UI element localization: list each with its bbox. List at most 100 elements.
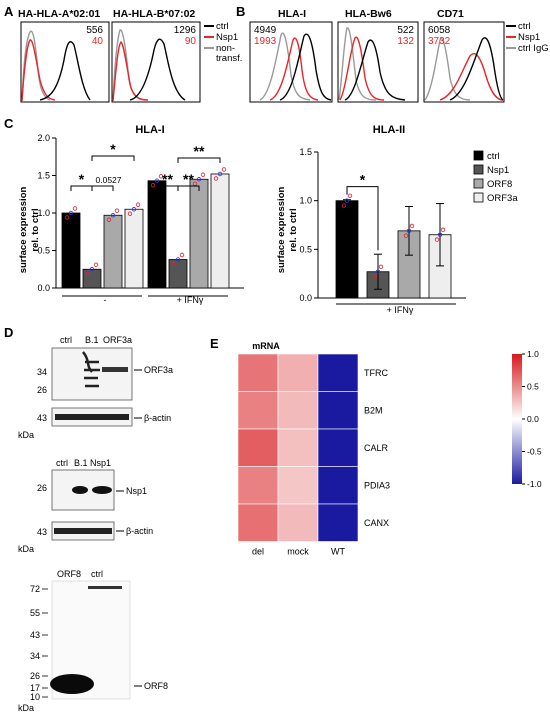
- panel-a-plot-frame-1: [20, 21, 110, 103]
- colorbar-tick-label: 1.0: [527, 349, 539, 359]
- bar: [82, 268, 102, 289]
- legend-swatch: [473, 164, 484, 175]
- legend-swatch: [473, 150, 484, 161]
- data-point: [171, 261, 177, 267]
- chart-hla-i-title: HLA-I: [135, 124, 164, 136]
- heatmap-title: mRNA: [252, 341, 280, 351]
- panel-b-title-3: CD71: [437, 8, 464, 20]
- legend-a-nontransf: non-: [216, 43, 235, 54]
- blot3-lane-ctrl: ctrl: [91, 569, 103, 579]
- hla-i-y-tick-label: 1.0: [37, 208, 50, 218]
- histogram-igg-curve: [424, 37, 471, 101]
- legend-a-nsp1: Nsp1: [216, 32, 238, 43]
- heatmap-cell: [277, 391, 319, 430]
- blot1-marker-26: 26: [37, 385, 47, 395]
- heatmap-cell: [317, 353, 359, 392]
- hla-ii-y-tick-label: 0.5: [299, 244, 312, 254]
- data-point: [179, 252, 185, 258]
- data-point: [217, 171, 223, 177]
- panel-c: HLA-I HLA-II surface expression rel. to …: [18, 124, 518, 315]
- legend-label: ORF8: [487, 179, 512, 190]
- data-point: [127, 211, 133, 216]
- bar: [103, 214, 123, 289]
- blot3-unit: kDa: [18, 703, 34, 713]
- data-point: [158, 174, 164, 179]
- colorbar-ticks: 1.0 0.5 0.0 -0.5 -1.0: [522, 349, 542, 489]
- blot1-marker-34: 34: [37, 367, 47, 377]
- data-point: [64, 215, 70, 220]
- panel-label-b: B: [236, 4, 246, 19]
- sig-bracket-nsp1-orf8: [91, 185, 114, 191]
- legend-b-nsp1: Nsp1: [518, 32, 540, 43]
- blot2-marker-43: 43: [37, 527, 47, 537]
- hla-i-y-tick-label: 1.5: [37, 171, 50, 181]
- data-point: [213, 176, 219, 181]
- data-point: [344, 198, 350, 203]
- panel-label-c: C: [4, 116, 14, 131]
- hla-ii-y-tick-label: 0.0: [299, 293, 312, 303]
- data-point: [72, 206, 78, 211]
- blot3-marker-17: 17: [30, 683, 40, 693]
- legend-label: ctrl: [487, 151, 500, 162]
- heatmap-col-label: del: [252, 547, 264, 557]
- mfi-nsp1-b3: 3732: [428, 36, 451, 47]
- blot2-lane-b1: B.1: [74, 458, 88, 468]
- mfi-nsp1-b1: 1993: [254, 36, 277, 47]
- panel-b: HLA-I HLA-Bw6 CD71 4949 1993 522 132 605…: [249, 8, 549, 103]
- chart-hla-ii: 0.0 0.5 1.0 1.5 * + IFNγ ctrl Nsp1 ORF8 ORF3a: [299, 147, 518, 315]
- mfi-ctrl-b1: 4949: [254, 25, 277, 36]
- blot3-marker-55: 55: [30, 608, 40, 618]
- heatmap-cell: [237, 466, 279, 505]
- blot3-label-orf8: ORF8: [144, 681, 168, 691]
- heatmap-cell: [277, 353, 319, 392]
- panel-a-plot-frame-2: [111, 21, 201, 103]
- data-point: [196, 177, 202, 182]
- data-point: [89, 267, 95, 272]
- panel-label-a: A: [4, 4, 14, 19]
- panel-a-title-1: HA-HLA-A*02:01: [18, 8, 100, 20]
- blot1-orf3a-band: [102, 367, 128, 372]
- hla-i-group-label-1: -: [104, 295, 107, 305]
- data-point: [85, 271, 91, 276]
- data-point: [375, 269, 381, 274]
- blot1-lane-orf3a: ORF3a: [103, 335, 132, 345]
- chart-hla-i-ylabel-1: surface expression: [18, 187, 29, 274]
- legend-b-ctrl: ctrl: [518, 21, 531, 32]
- blot1-marker-43: 43: [37, 413, 47, 423]
- heatmap-cell: [277, 466, 319, 505]
- data-point: [200, 172, 206, 177]
- panel-b-title-1: HLA-I: [278, 8, 306, 20]
- data-point: [437, 232, 443, 237]
- data-point: [93, 262, 99, 267]
- heatmap-cell: [317, 466, 359, 505]
- heatmap-row-label: PDIA3: [364, 480, 390, 490]
- histogram-nsp1-curve: [439, 52, 504, 101]
- blot1-lane-b1: B.1: [85, 335, 99, 345]
- sig-bracket-ctrl-orf3a-label: *: [110, 141, 116, 157]
- mfi-ctrl-b2: 522: [397, 25, 414, 36]
- bar: [335, 200, 359, 299]
- blot1-actin-band: [55, 414, 129, 420]
- bar: [61, 212, 81, 289]
- data-point: [440, 227, 446, 233]
- blot3-marker-26: 26: [30, 671, 40, 681]
- histogram-nsp1-curve: [269, 37, 319, 101]
- panel-b-title-2: HLA-Bw6: [345, 8, 392, 20]
- histogram-nontransf-curve: [112, 29, 146, 101]
- blot2-unit: kDa: [18, 544, 34, 554]
- histogram-nontransf-curve: [21, 30, 51, 101]
- sig-bracket-ifn-ctrl-nsp1-label: **: [162, 171, 173, 187]
- data-point: [372, 274, 378, 279]
- data-point: [106, 217, 112, 222]
- heatmap-col-label: mock: [287, 547, 309, 557]
- heatmap-cell: [237, 353, 279, 392]
- legend-swatch: [473, 178, 484, 189]
- colorbar-tick-label: -0.5: [527, 447, 542, 457]
- mfi-ctrl-a2: 1296: [174, 25, 197, 36]
- sig-bracket-ifn-nsp1-orf8: [177, 185, 200, 191]
- hla-ii-group-label: + IFNγ: [387, 305, 414, 315]
- blot1-membrane: [51, 347, 133, 401]
- sig-bracket-ifn-nsp1-orf3a: [177, 157, 221, 163]
- sig-bracket-ifn-nsp1-orf8-label: **: [183, 171, 194, 187]
